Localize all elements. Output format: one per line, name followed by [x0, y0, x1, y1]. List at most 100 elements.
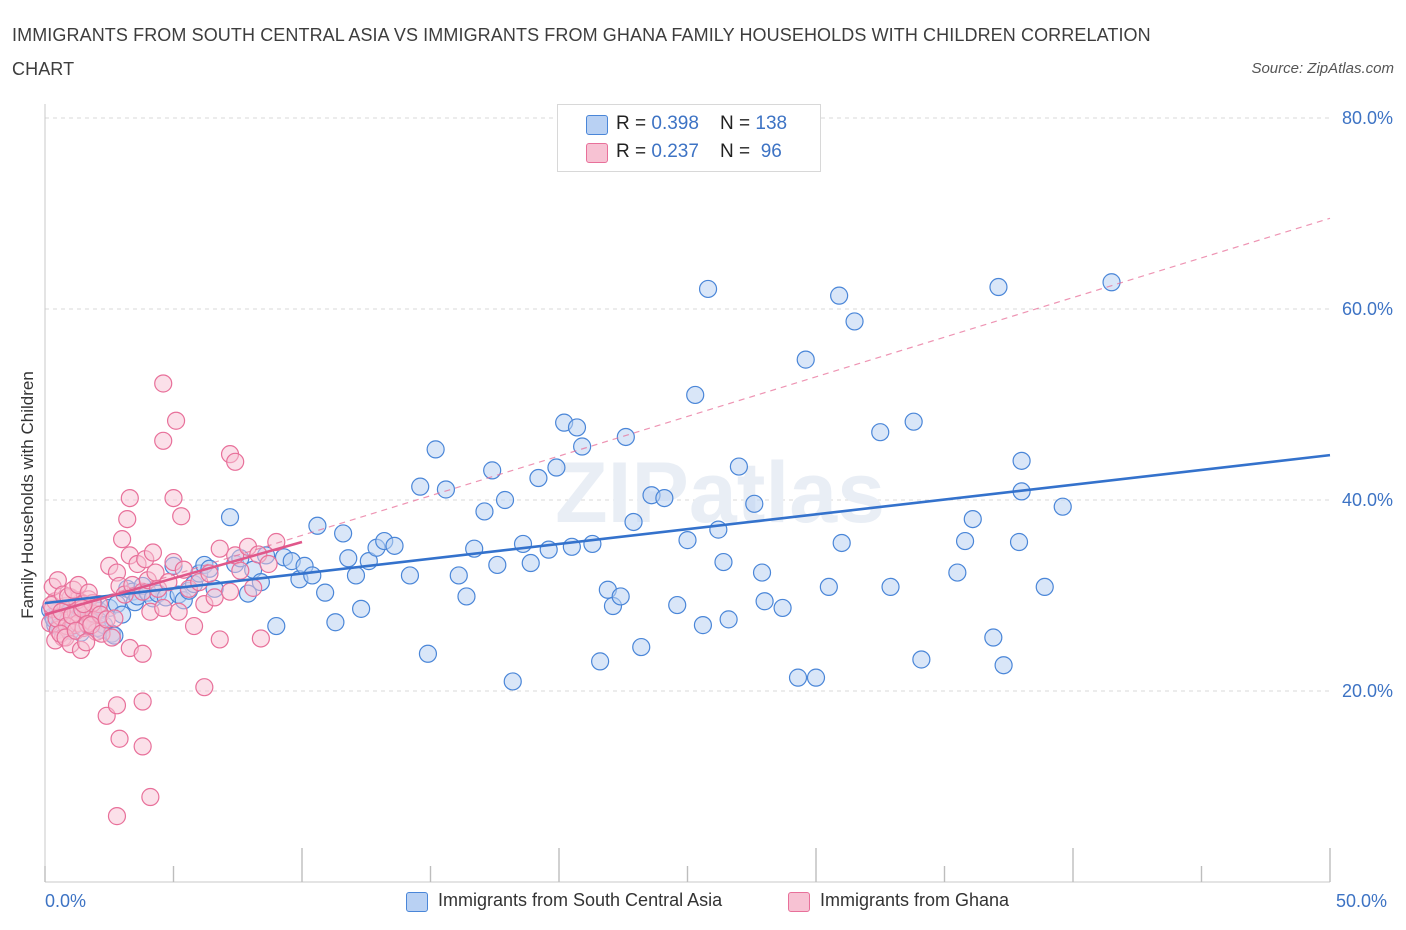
point-south-central-asia [334, 524, 353, 543]
point-ghana [133, 644, 152, 663]
bottom-legend-swatch-blue [406, 892, 428, 912]
legend-n-value: 138 [755, 113, 788, 134]
point-south-central-asia [346, 566, 366, 585]
series-ghana-points [41, 374, 286, 826]
point-ghana [105, 609, 124, 628]
point-south-central-asia [904, 412, 923, 431]
legend-n-value: 96 [755, 141, 782, 162]
point-south-central-asia [745, 494, 764, 513]
point-south-central-asia [719, 610, 738, 629]
point-ghana [133, 737, 152, 756]
point-south-central-asia [339, 549, 358, 568]
point-south-central-asia [418, 644, 438, 663]
point-ghana [141, 787, 160, 807]
grid-lines [45, 117, 1330, 692]
point-ghana [231, 561, 250, 580]
point-ghana [166, 411, 186, 430]
point-south-central-asia [316, 583, 335, 602]
point-south-central-asia [573, 437, 592, 456]
point-south-central-asia [624, 512, 643, 532]
point-ghana [154, 374, 173, 393]
point-south-central-asia [796, 350, 815, 369]
point-ghana [110, 729, 129, 748]
point-south-central-asia [655, 488, 674, 508]
legend-r-label: R = [616, 141, 652, 162]
point-south-central-asia [567, 418, 587, 437]
point-south-central-asia [806, 668, 826, 687]
point-south-central-asia [529, 468, 548, 488]
point-south-central-asia [693, 616, 713, 635]
trend-line-ghana-extended [44, 217, 1331, 616]
point-south-central-asia [948, 563, 967, 582]
point-ghana [77, 633, 96, 652]
legend-r-value: 0.398 [651, 113, 699, 134]
point-ghana [120, 488, 139, 508]
point-south-central-asia [326, 613, 345, 632]
point-ghana [169, 602, 188, 621]
point-south-central-asia [503, 672, 522, 691]
point-south-central-asia [1012, 451, 1031, 470]
point-south-central-asia [488, 555, 507, 575]
point-south-central-asia [984, 628, 1003, 647]
point-south-central-asia [547, 458, 566, 477]
point-south-central-asia [686, 385, 705, 405]
legend-swatch-pink [586, 143, 608, 163]
point-ghana [143, 543, 163, 562]
point-south-central-asia [436, 480, 456, 499]
point-south-central-asia [449, 566, 468, 585]
point-south-central-asia [963, 509, 982, 529]
bottom-legend-label-pink: Immigrants from Ghana [820, 890, 1010, 910]
axes: 20.0% 40.0% 60.0% 80.0% [44, 104, 1393, 883]
bottom-legend-label-blue: Immigrants from South Central Asia [438, 890, 723, 910]
legend-r-label: R = [616, 113, 652, 134]
point-south-central-asia [755, 592, 774, 611]
point-south-central-asia [714, 552, 733, 572]
bottom-legend-swatch-pink [788, 892, 810, 912]
point-ghana [251, 629, 270, 648]
point-south-central-asia [955, 531, 975, 551]
point-south-central-asia [845, 312, 864, 331]
point-south-central-asia [220, 508, 240, 527]
point-south-central-asia [267, 616, 286, 636]
point-ghana [107, 807, 127, 826]
point-south-central-asia [426, 440, 445, 459]
legend-n-label: N = [720, 141, 756, 162]
point-ghana [172, 507, 191, 526]
point-south-central-asia [400, 566, 420, 585]
point-ghana [205, 588, 224, 607]
point-south-central-asia [678, 531, 697, 550]
point-ghana [112, 530, 132, 549]
y-tick-label: 80.0% [1342, 108, 1393, 128]
point-ghana [118, 509, 137, 529]
point-south-central-asia [352, 599, 371, 618]
trend-line-south-central-asia [44, 453, 1331, 605]
point-south-central-asia [457, 587, 476, 606]
point-south-central-asia [385, 536, 404, 555]
chart-title: IMMIGRANTS FROM SOUTH CENTRAL ASIA VS IM… [12, 25, 1151, 79]
point-ghana [154, 598, 173, 618]
point-south-central-asia [495, 490, 515, 510]
point-south-central-asia [788, 668, 808, 687]
y-tick-label: 40.0% [1342, 490, 1393, 510]
point-south-central-asia [611, 587, 630, 606]
point-ghana [220, 582, 240, 601]
point-south-central-asia [668, 595, 687, 615]
point-south-central-asia [881, 577, 900, 597]
point-south-central-asia [616, 427, 635, 447]
point-ghana [102, 628, 121, 647]
point-ghana [210, 539, 229, 558]
point-south-central-asia [871, 423, 890, 442]
point-ghana [107, 696, 127, 715]
point-ghana [164, 488, 183, 508]
point-south-central-asia [1102, 273, 1121, 292]
point-south-central-asia [1009, 532, 1029, 552]
trend-line-ghana [44, 540, 303, 616]
trend-lines [44, 217, 1331, 616]
point-south-central-asia [308, 516, 327, 535]
point-south-central-asia [832, 533, 851, 553]
point-south-central-asia [1035, 577, 1054, 597]
point-south-central-asia [303, 566, 322, 585]
point-south-central-asia [583, 534, 602, 554]
chart-source: Source: ZipAtlas.com [1251, 60, 1394, 77]
